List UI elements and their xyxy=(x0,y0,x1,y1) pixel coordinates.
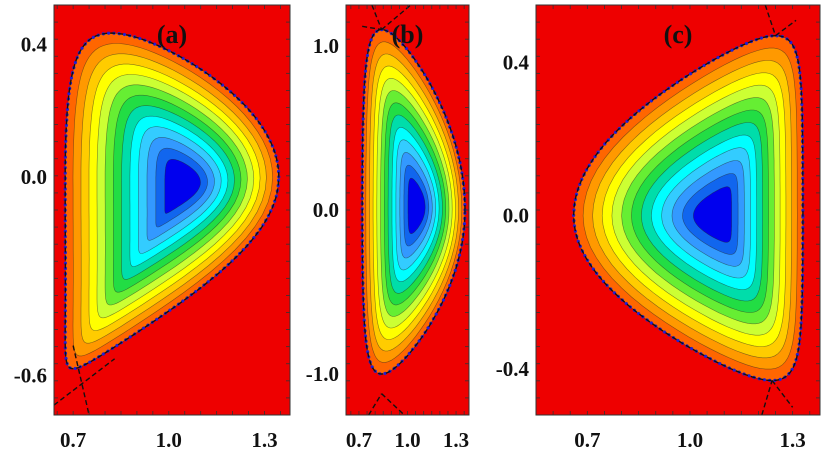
x-tick-label: 0.7 xyxy=(60,428,86,452)
y-tick-label: -0.6 xyxy=(14,363,47,387)
x-point-leg xyxy=(371,5,383,30)
panel-label: (c) xyxy=(664,20,693,49)
x-tick-label: 1.0 xyxy=(677,428,703,452)
panel-label: (a) xyxy=(157,20,187,49)
x-tick-label: 1.0 xyxy=(394,428,420,452)
x-point-leg xyxy=(362,25,382,31)
x-point-leg xyxy=(761,380,773,415)
contour-level-13 xyxy=(693,186,732,243)
x-point-leg xyxy=(54,358,116,406)
panel-c: 0.7 1.0 1.3 -0.4 0.0 0.4 (c) xyxy=(496,4,821,452)
y-tick-label: 0.0 xyxy=(21,165,47,189)
x-point-leg xyxy=(381,393,405,415)
separatrix-dashed xyxy=(572,34,804,382)
x-point-leg xyxy=(764,5,777,36)
separatrix-dashed xyxy=(361,28,466,375)
x-tick-label: 1.3 xyxy=(780,428,806,452)
panel-b: 0.7 1.0 1.3 -1.0 0.0 1.0 (b) xyxy=(306,4,470,452)
x-point-leg xyxy=(72,345,90,415)
panel-label: (b) xyxy=(392,20,424,49)
y-tick-label: -0.4 xyxy=(496,357,530,381)
x-point-leg xyxy=(368,393,383,415)
y-tick-label: 0.0 xyxy=(503,204,529,228)
x-tick-label: 0.7 xyxy=(346,428,372,452)
x-tick-label: 1.3 xyxy=(443,428,469,452)
x-tick-label: 0.7 xyxy=(574,428,600,452)
separatrix-dashed xyxy=(64,32,280,370)
y-tick-label: 0.4 xyxy=(503,50,530,74)
x-tick-label: 1.0 xyxy=(156,428,182,452)
contour-level-13 xyxy=(407,177,426,234)
x-point-leg xyxy=(381,5,412,31)
x-point-leg xyxy=(775,19,797,37)
panel-a: 0.7 1.0 1.3 -0.6 0.0 0.4 (a) xyxy=(14,4,291,452)
y-tick-label: -1.0 xyxy=(306,362,339,386)
x-point-leg xyxy=(771,380,794,408)
x-tick-label: 1.3 xyxy=(251,428,277,452)
y-tick-label: 0.0 xyxy=(313,198,339,222)
contour-level-13 xyxy=(164,159,201,214)
y-tick-label: 0.4 xyxy=(21,33,48,57)
y-tick-label: 1.0 xyxy=(313,34,339,58)
